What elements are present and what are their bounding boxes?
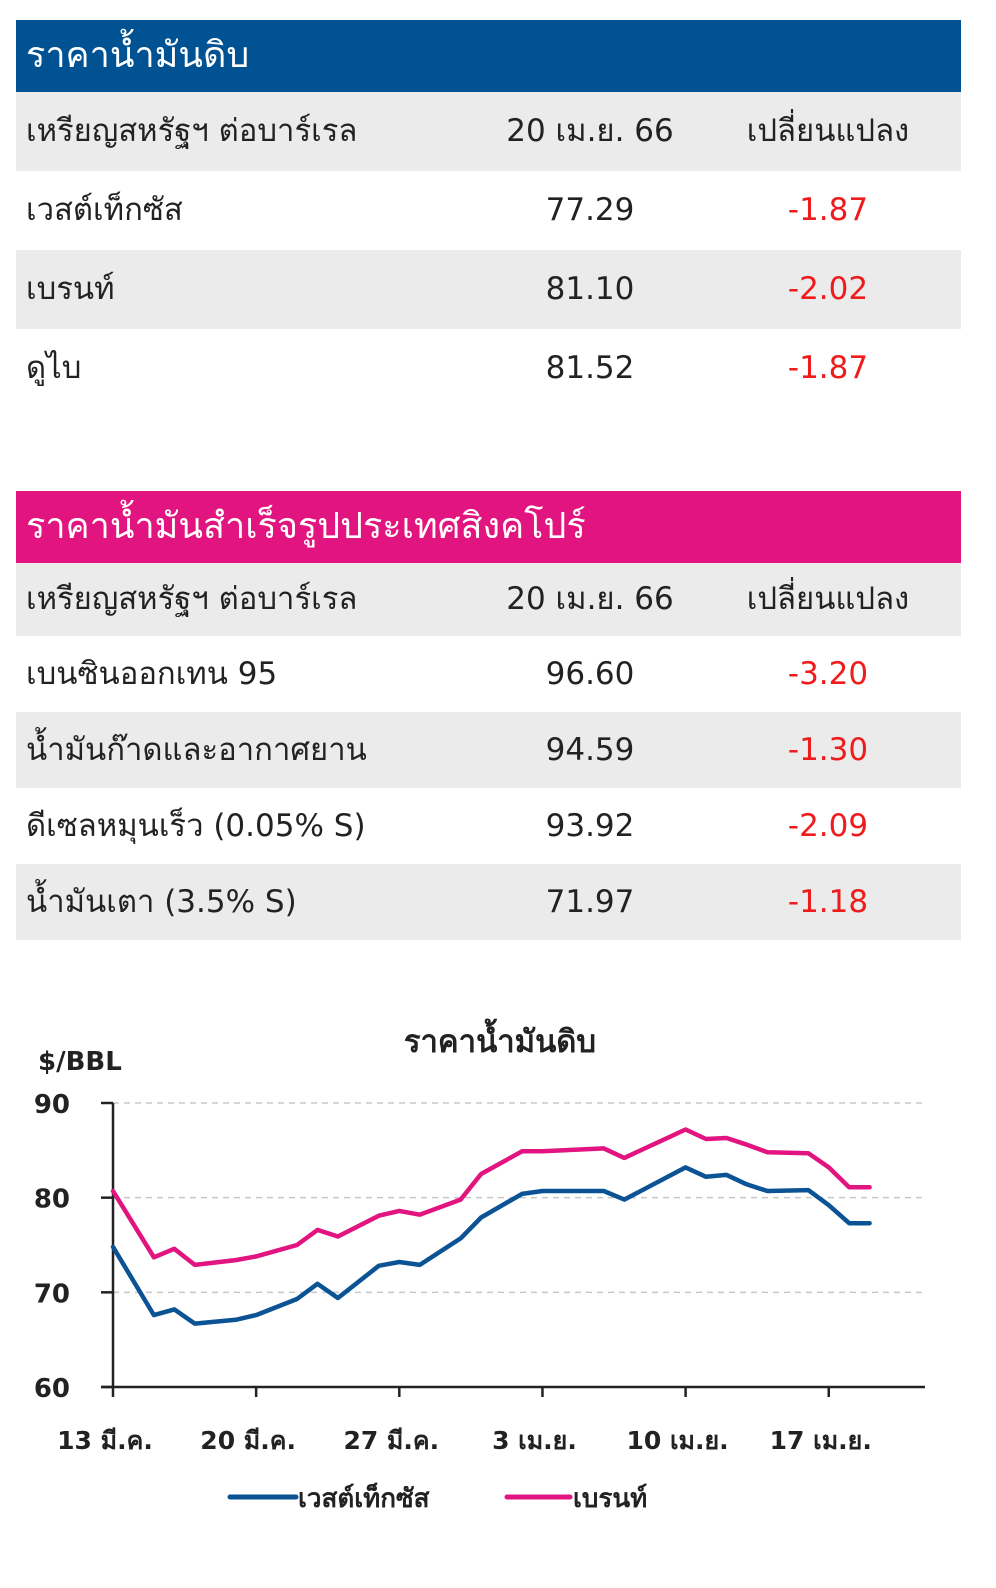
y-tick-label: 80 [34,1185,70,1215]
row-change: -2.02 [787,271,869,307]
row-price: 93.92 [545,808,635,844]
y-tick-label: 60 [34,1374,70,1404]
row-name: น้ำมันเตา (3.5% S) [26,884,297,920]
y-axis-label: $/BBL [38,1047,122,1077]
legend-label: เวสต์เท็กซัส [298,1482,430,1514]
table-row: น้ำมันเตา (3.5% S) 71.97 -1.18 [16,864,961,940]
row-name: ดีเซลหมุนเร็ว (0.05% S) [26,808,366,844]
series-line-1 [110,1165,872,1326]
table-row: ดีเซลหมุนเร็ว (0.05% S) 93.92 -2.09 [16,788,961,864]
row-price: 77.29 [545,192,635,228]
product-table-header: เหรียญสหรัฐฯ ต่อบาร์เรล 20 เม.ย. 66 เปลี… [16,563,961,636]
crude-table-title: ราคาน้ำมันดิบ [16,20,961,92]
row-price: 94.59 [545,732,635,768]
row-change: -1.30 [787,732,869,768]
gridlines [113,1102,925,1294]
row-change: -3.20 [787,656,869,692]
header-change: เปลี่ยนแปลง [746,113,910,149]
row-change: -2.09 [787,808,869,844]
y-tick-label: 70 [34,1279,70,1309]
x-tick-label: 17 เม.ย. [770,1426,872,1455]
product-table-title: ราคาน้ำมันสำเร็จรูปประเทศสิงคโปร์ [16,491,961,563]
x-tick-label: 3 เม.ย. [492,1426,577,1455]
x-tick-labels: 13 มี.ค. 20 มี.ค. 27 มี.ค. 3 เม.ย. 10 เม.ย. 1… [57,1426,872,1455]
x-tick-label: 27 มี.ค. [343,1426,439,1455]
x-tick-label: 10 เม.ย. [627,1426,729,1455]
row-price: 81.10 [545,271,635,307]
chart-title: ราคาน้ำมันดิบ [404,1018,596,1060]
table-row: เวสต์เท็กซัส 77.29 -1.87 [16,171,961,250]
table-row: ดูไบ 81.52 -1.87 [16,329,961,408]
row-price: 96.60 [545,656,635,692]
header-date: 20 เม.ย. 66 [506,581,674,617]
row-price: 81.52 [545,350,635,386]
row-name: เบนซินออกเทน 95 [26,656,278,692]
legend: เวสต์เท็กซัส เบรนท์ [227,1482,647,1514]
series-lines [110,1127,872,1326]
crude-table-header: เหรียญสหรัฐฯ ต่อบาร์เรล 20 เม.ย. 66 เปลี… [16,92,961,171]
header-unit: เหรียญสหรัฐฯ ต่อบาร์เรล [26,581,358,617]
crude-price-chart: ราคาน้ำมันดิบ $/BBL 60 70 80 90 13 มี.ค. 20 … [34,1018,925,1514]
table-row: เบนซินออกเทน 95 96.60 -3.20 [16,636,961,712]
header-change: เปลี่ยนแปลง [746,581,910,617]
y-tick-labels: 60 70 80 90 [34,1090,70,1404]
legend-label: เบรนท์ [573,1483,647,1514]
row-change: -1.87 [787,350,869,386]
row-name: เบรนท์ [26,271,115,307]
series-line-2 [110,1127,872,1268]
row-name: น้ำมันก๊าดและอากาศยาน [26,732,367,768]
table-row: เบรนท์ 81.10 -2.02 [16,250,961,329]
header-unit: เหรียญสหรัฐฯ ต่อบาร์เรล [26,113,358,149]
axes [101,1101,925,1397]
crude-price-table: ราคาน้ำมันดิบ เหรียญสหรัฐฯ ต่อบาร์เรล 20… [16,20,961,408]
x-tick-label: 13 มี.ค. [57,1426,153,1455]
row-name: ดูไบ [26,350,82,386]
x-tick-label: 20 มี.ค. [200,1426,296,1455]
row-name: เวสต์เท็กซัส [26,192,183,228]
product-price-table: ราคาน้ำมันสำเร็จรูปประเทศสิงคโปร์ เหรียญ… [16,491,961,940]
row-price: 71.97 [545,884,635,920]
table-row: น้ำมันก๊าดและอากาศยาน 94.59 -1.30 [16,712,961,788]
row-change: -1.87 [787,192,869,228]
header-date: 20 เม.ย. 66 [506,113,674,149]
row-change: -1.18 [787,884,869,920]
y-tick-label: 90 [34,1090,70,1120]
